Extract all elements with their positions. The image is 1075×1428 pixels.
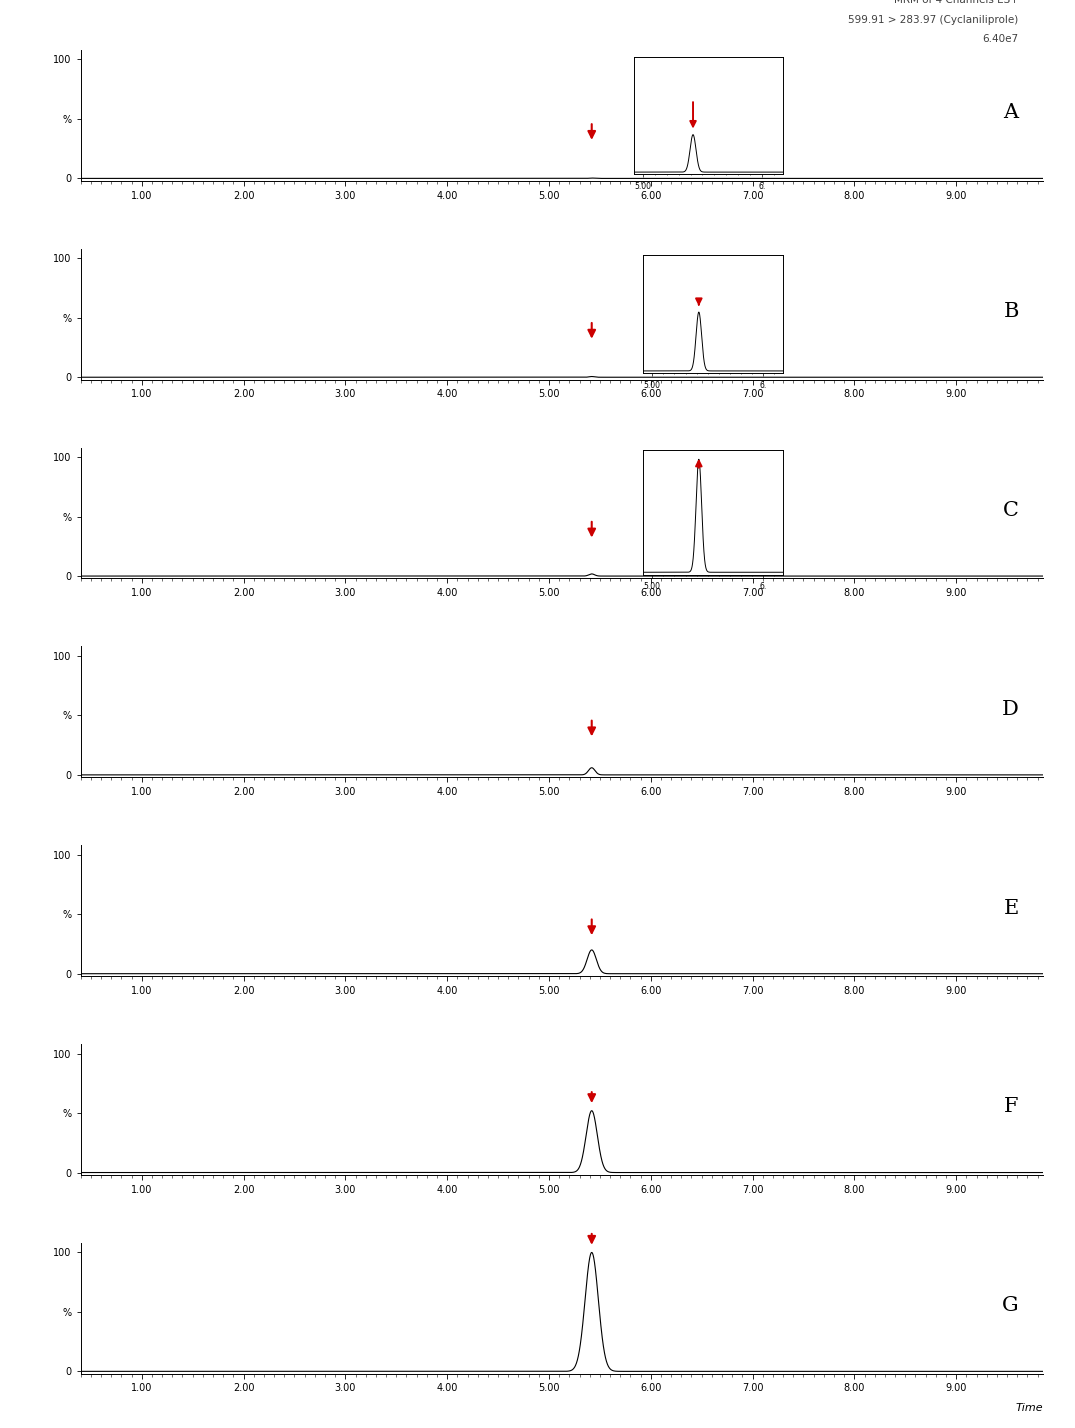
Text: Time: Time	[1015, 1402, 1043, 1412]
Text: 6.40e7: 6.40e7	[983, 34, 1019, 44]
Text: B: B	[1003, 303, 1019, 321]
Text: A: A	[1004, 103, 1019, 123]
Text: C: C	[1003, 501, 1019, 520]
Text: E: E	[1003, 898, 1019, 918]
Text: MRM of 4 Channels ES+: MRM of 4 Channels ES+	[893, 0, 1019, 6]
Text: 599.91 > 283.97 (Cyclaniliprole): 599.91 > 283.97 (Cyclaniliprole)	[848, 14, 1019, 24]
Text: G: G	[1002, 1297, 1019, 1315]
Text: F: F	[1004, 1097, 1019, 1117]
Text: D: D	[1002, 700, 1019, 718]
